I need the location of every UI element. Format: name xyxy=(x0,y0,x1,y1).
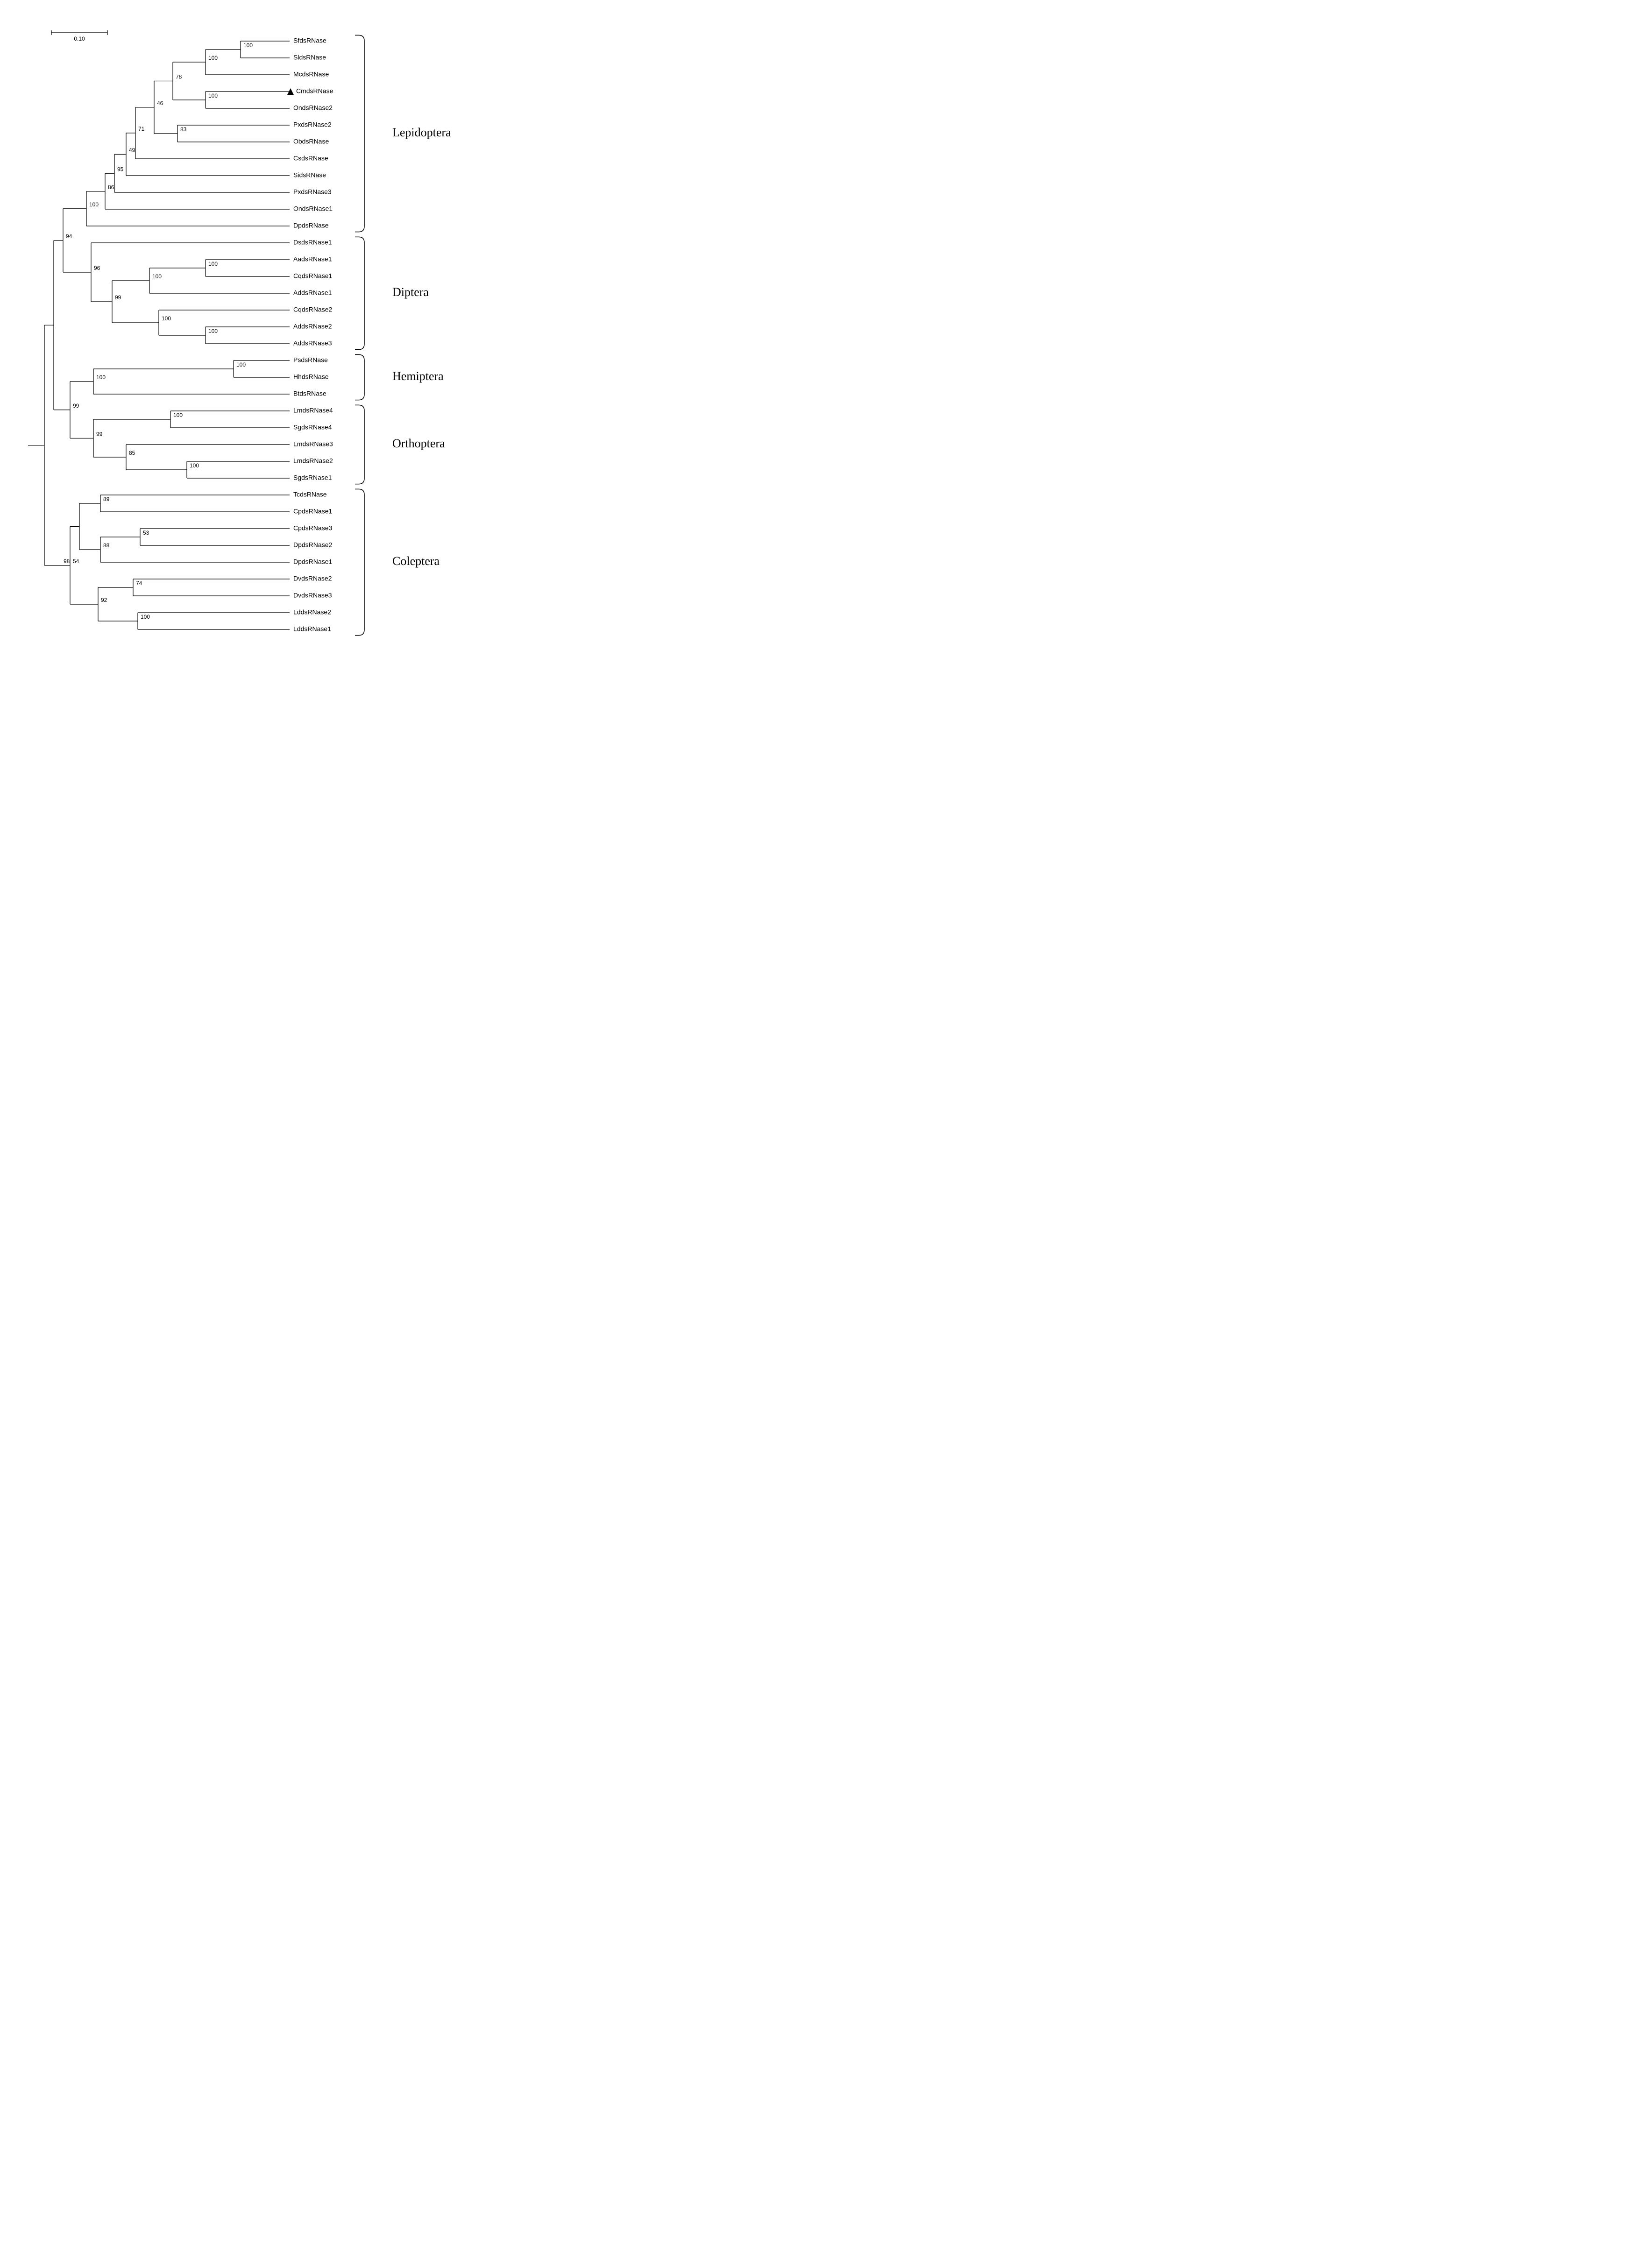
clade-bracket xyxy=(355,489,364,635)
taxon-label: AadsRNase1 xyxy=(293,255,332,263)
bootstrap-value: 100 xyxy=(173,412,183,418)
taxon-label: AddsRNase1 xyxy=(293,289,332,297)
bootstrap-value: 88 xyxy=(103,542,110,549)
bootstrap-value: 100 xyxy=(208,328,218,334)
clade-label: Lepidoptera xyxy=(392,126,451,139)
bootstrap-value: 53 xyxy=(143,530,149,536)
bootstrap-value: 100 xyxy=(190,462,199,469)
bootstrap-value: 100 xyxy=(152,273,162,280)
taxon-label: CqdsRNase1 xyxy=(293,272,332,280)
bootstrap-value: 100 xyxy=(208,261,218,267)
bootstrap-value: 89 xyxy=(103,496,110,502)
taxon-label: CsdsRNase xyxy=(293,155,328,162)
taxon-label: DvdsRNase2 xyxy=(293,575,332,582)
bootstrap-value: 94 xyxy=(66,233,72,240)
taxon-label: LddsRNase1 xyxy=(293,625,331,633)
taxon-label: DsdsRNase1 xyxy=(293,239,332,246)
taxon-label: OndsRNase1 xyxy=(293,205,333,212)
bootstrap-value: 46 xyxy=(157,100,163,106)
clade-label: Coleptera xyxy=(392,554,440,568)
bootstrap-value: 100 xyxy=(208,92,218,99)
taxon-label: SidsRNase xyxy=(293,171,326,179)
bootstrap-value: 49 xyxy=(129,147,135,154)
taxon-label: DpdsRNase1 xyxy=(293,558,332,565)
clade-label: Orthoptera xyxy=(392,437,445,450)
bootstrap-value: 100 xyxy=(208,55,218,61)
taxon-label: CpdsRNase1 xyxy=(293,508,332,515)
bootstrap-value: 78 xyxy=(176,74,182,80)
bootstrap-value: 71 xyxy=(138,126,145,132)
bootstrap-value: 100 xyxy=(89,201,99,208)
bootstrap-value: 85 xyxy=(129,450,135,456)
bootstrap-value: 96 xyxy=(94,265,100,271)
bootstrap-value: 100 xyxy=(243,42,253,49)
clade-bracket xyxy=(355,405,364,484)
bootstrap-value: 95 xyxy=(117,166,124,172)
taxon-label: CpdsRNase3 xyxy=(293,524,332,532)
taxon-label: CmdsRNase xyxy=(296,87,333,95)
phylogenetic-tree: 94 100 86 95 49 71 46 78 100 100 100 83 96 99 100 100 10… xyxy=(19,19,467,640)
bootstrap-value: 99 xyxy=(73,403,79,409)
taxon-label: DpdsRNase xyxy=(293,222,329,229)
taxon-label: LmdsRNase2 xyxy=(293,457,333,465)
taxon-label: SldsRNase xyxy=(293,54,326,61)
taxon-label: SgdsRNase1 xyxy=(293,474,332,481)
bootstrap-value: 86 xyxy=(108,184,114,191)
taxon-label: LmdsRNase3 xyxy=(293,440,333,448)
clade-bracket xyxy=(355,35,364,232)
clade-label: Hemiptera xyxy=(392,369,444,383)
clade-label: Diptera xyxy=(392,285,429,299)
bootstrap-value: 100 xyxy=(236,361,246,368)
scale-bar-label: 0.10 xyxy=(74,35,85,42)
bootstrap-value: 54 xyxy=(73,558,79,565)
taxon-label: LddsRNase2 xyxy=(293,608,331,616)
bootstrap-value: 74 xyxy=(136,580,142,586)
taxon-label: PxdsRNase2 xyxy=(293,121,332,128)
taxon-label: PsdsRNase xyxy=(293,356,328,364)
bootstrap-value: 83 xyxy=(180,126,187,133)
taxon-label: CqdsRNase2 xyxy=(293,306,332,313)
bootstrap-value: 100 xyxy=(162,315,171,322)
bootstrap-value: 100 xyxy=(141,614,150,620)
taxon-label: DvdsRNase3 xyxy=(293,592,332,599)
bootstrap-value: 98 xyxy=(64,558,70,565)
taxon-label: ObdsRNase xyxy=(293,138,329,145)
taxon-label: SgdsRNase4 xyxy=(293,424,332,431)
bootstrap-value: 100 xyxy=(96,374,106,381)
taxon-label: HhdsRNase xyxy=(293,373,329,381)
taxon-label: DpdsRNase2 xyxy=(293,541,332,549)
taxon-label: PxdsRNase3 xyxy=(293,188,332,196)
taxon-label: TcdsRNase xyxy=(293,491,327,498)
taxon-label: BtdsRNase xyxy=(293,390,326,397)
taxon-label: McdsRNase xyxy=(293,71,329,78)
taxon-label: AddsRNase2 xyxy=(293,323,332,330)
bootstrap-value: 99 xyxy=(96,431,103,438)
taxon-label: LmdsRNase4 xyxy=(293,407,333,414)
taxon-label: SfdsRNase xyxy=(293,37,326,44)
bootstrap-value: 92 xyxy=(101,597,107,603)
taxon-label: OndsRNase2 xyxy=(293,104,333,112)
bootstrap-value: 99 xyxy=(115,294,121,301)
clade-bracket xyxy=(355,354,364,400)
clade-bracket xyxy=(355,237,364,349)
taxon-label: AddsRNase3 xyxy=(293,339,332,347)
